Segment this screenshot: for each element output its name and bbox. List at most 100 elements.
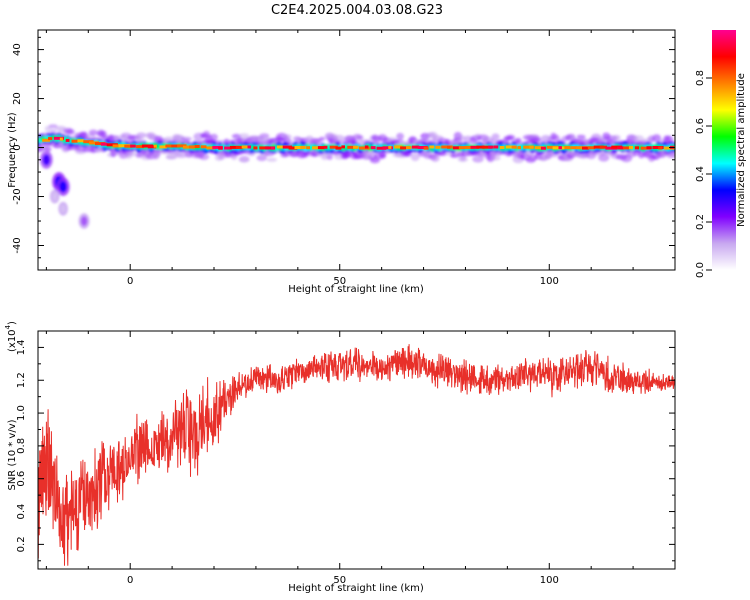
heatmap-peak-cell bbox=[623, 146, 630, 150]
snr-y-tick-label: 0.6 bbox=[16, 471, 27, 487]
heatmap-peak-cell bbox=[370, 146, 376, 150]
heatmap-peak-cell bbox=[576, 146, 588, 150]
heatmap-halo-cell bbox=[515, 137, 522, 144]
heatmap-peak-cell bbox=[89, 141, 99, 145]
heatmap-halo-cell bbox=[88, 129, 98, 136]
heatmap-peak-cell bbox=[587, 146, 596, 150]
heatmap-peak-cell bbox=[265, 146, 276, 150]
colorbar-ticks: 0.0 0.2 0.4 0.6 0.8 bbox=[695, 70, 712, 278]
heatmap-y-axis-label: Frequency (Hz) bbox=[7, 112, 18, 188]
heatmap-halo-cell bbox=[491, 133, 500, 140]
heatmap-peak-cell bbox=[364, 145, 369, 149]
heatmap-halo-cell bbox=[356, 135, 364, 140]
heatmap-peak-cell bbox=[106, 143, 118, 147]
snr-x-tick-label: 50 bbox=[333, 575, 346, 586]
heatmap-peak-cell bbox=[558, 146, 562, 150]
heatmap-peak-cell bbox=[165, 144, 177, 148]
heatmap-frame bbox=[37, 29, 676, 271]
colorbar-tick-label: 0.4 bbox=[695, 166, 706, 182]
heatmap-halo-cell bbox=[410, 153, 420, 162]
heatmap-y-tick-label: 40 bbox=[12, 43, 23, 56]
heatmap-peak-cell bbox=[447, 145, 451, 149]
heatmap-peak-cell bbox=[482, 145, 492, 149]
heatmap-peak-cell bbox=[388, 145, 392, 149]
heatmap-halo-cell bbox=[403, 150, 413, 157]
heatmap-halo-cell bbox=[438, 151, 448, 156]
heatmap-peak-cell bbox=[147, 145, 157, 149]
heatmap-peak-cell bbox=[329, 145, 338, 149]
colorbar-tick-label: 0.2 bbox=[695, 214, 706, 230]
heatmap-peak-cell bbox=[400, 146, 407, 150]
heatmap-peak-cell bbox=[646, 146, 652, 150]
heatmap-peak-cell bbox=[83, 140, 94, 144]
heatmap-blob-core bbox=[60, 204, 66, 213]
heatmap-peak-cell bbox=[59, 137, 63, 141]
heatmap-peak-cell bbox=[188, 145, 195, 149]
snr-panel: 0 50 100 0.2 0.4 0.6 0.8 1.0 1.2 1.4 Height of st… bbox=[4, 321, 676, 594]
heatmap-y-tick-label: 0 bbox=[12, 144, 23, 150]
heatmap-peak-cell bbox=[441, 145, 453, 149]
heatmap-peak-cell bbox=[347, 145, 358, 149]
heatmap-peak-cell bbox=[194, 145, 200, 148]
heatmap-peak-cell bbox=[535, 146, 545, 150]
heatmap-peak-cell bbox=[335, 146, 342, 150]
heatmap-peak-cell bbox=[118, 144, 130, 148]
heatmap-peak-cell bbox=[359, 146, 370, 150]
heatmap-peak-cell bbox=[130, 144, 136, 148]
heatmap-x-tick-label: 0 bbox=[127, 276, 133, 287]
heatmap-halo-cell bbox=[218, 155, 226, 160]
heatmap-peak-cell bbox=[435, 145, 441, 149]
snr-frame bbox=[37, 330, 676, 570]
heatmap-halo-cell bbox=[598, 153, 610, 162]
heatmap-halo-cell bbox=[326, 133, 339, 139]
heatmap-axis-ticks: 0 50 100 -40 -20 0 20 40 bbox=[12, 30, 676, 287]
snr-x-tick-label: 100 bbox=[540, 575, 559, 586]
heatmap-halo-cell bbox=[44, 146, 52, 152]
heatmap-halo-cell bbox=[202, 130, 211, 138]
heatmap-peak-cell bbox=[65, 138, 70, 142]
heatmap-peak-cell bbox=[141, 144, 153, 148]
heatmap-halo-cell bbox=[259, 133, 270, 139]
heatmap-peak-cell bbox=[218, 146, 223, 150]
heatmap-peak-cell bbox=[71, 139, 78, 143]
heatmap-peak-cell bbox=[429, 145, 435, 149]
heatmap-halo-cell bbox=[472, 155, 484, 163]
colorbar-tick-label: 0.8 bbox=[695, 70, 706, 86]
heatmap-halo-cell bbox=[130, 151, 137, 157]
heatmap-halo-cell bbox=[490, 155, 501, 161]
heatmap-halo-cell bbox=[490, 149, 497, 158]
heatmap-halo-cell bbox=[175, 153, 188, 158]
heatmap-y-tick-label: 20 bbox=[12, 92, 23, 105]
heatmap-peak-cell bbox=[406, 146, 412, 150]
heatmap-peak-cell bbox=[546, 145, 558, 149]
heatmap-halo-cell bbox=[343, 150, 352, 158]
heatmap-peak-cell bbox=[605, 146, 618, 150]
heatmap-peak-cell bbox=[323, 145, 328, 149]
heatmap-peak-cell bbox=[394, 145, 403, 149]
heatmap-peak-cell bbox=[42, 138, 50, 142]
heatmap-peak-cell bbox=[341, 145, 345, 149]
snr-y-axis-label: SNR (10 * v/v) bbox=[7, 419, 18, 490]
heatmap-peak-cell bbox=[664, 146, 675, 150]
heatmap-peak-cell bbox=[417, 146, 428, 149]
snr-axis-ticks: 0 50 100 0.2 0.4 0.6 0.8 1.0 1.2 1.4 bbox=[16, 331, 676, 586]
heatmap-halo-cell bbox=[210, 133, 218, 141]
heatmap-peak-cell bbox=[470, 145, 479, 149]
heatmap-peak-cell bbox=[259, 146, 269, 150]
heatmap-halo-cell bbox=[552, 134, 560, 141]
heatmap-cells bbox=[38, 124, 675, 229]
heatmap-peak-cell bbox=[253, 146, 258, 150]
heatmap-peak-cell bbox=[276, 145, 287, 149]
heatmap-peak-cell bbox=[511, 145, 517, 149]
heatmap-peak-cell bbox=[423, 146, 429, 150]
heatmap-x-tick-label: 100 bbox=[540, 276, 559, 287]
heatmap-halo-cell bbox=[612, 134, 621, 141]
snr-x-axis-label: Height of straight line (km) bbox=[288, 583, 424, 594]
heatmap-peak-cell bbox=[476, 145, 485, 149]
heatmap-halo-cell bbox=[48, 124, 58, 129]
heatmap-blob-core bbox=[59, 181, 67, 193]
heatmap-halo-cell bbox=[152, 152, 160, 158]
heatmap-peak-cell bbox=[271, 146, 275, 150]
heatmap-peak-cell bbox=[523, 145, 535, 149]
heatmap-peak-cell bbox=[229, 145, 239, 149]
